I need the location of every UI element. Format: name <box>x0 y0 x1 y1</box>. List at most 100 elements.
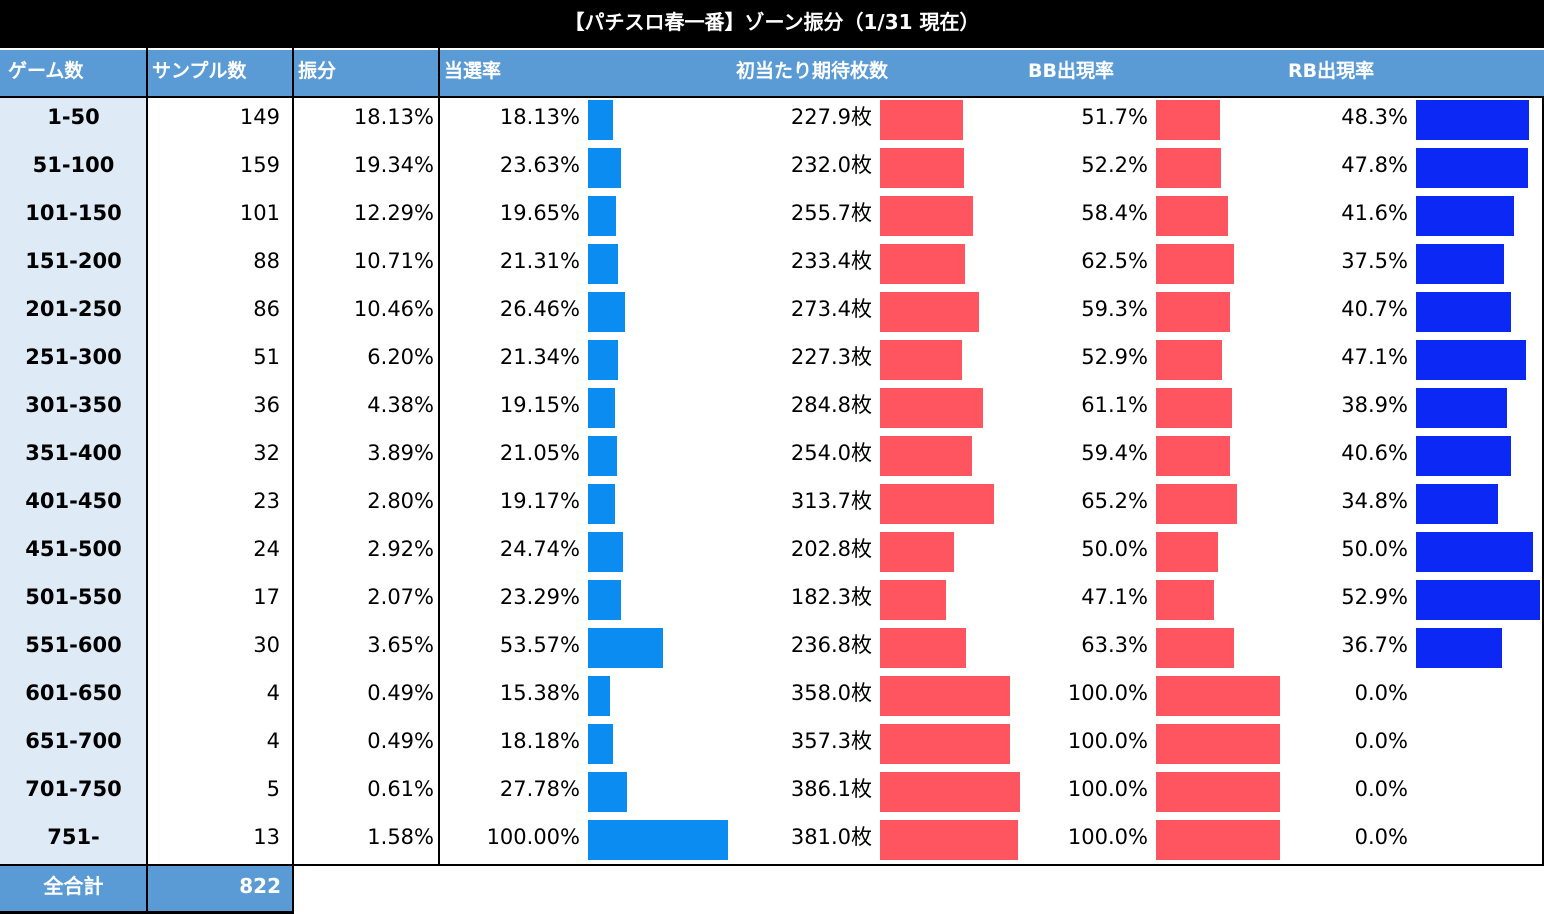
dist-cell: 0.61% <box>367 777 434 801</box>
hit-rate-cell: 21.31% <box>499 249 580 273</box>
bb-rate-cell: 100.0% <box>1067 729 1148 753</box>
first-hit-coins-bar <box>880 196 973 236</box>
bb-rate-bar <box>1156 484 1237 524</box>
rb-rate-bar <box>1416 628 1503 668</box>
first-hit-coins-cell: 233.4枚 <box>790 249 872 273</box>
rb-rate-cell: 40.6% <box>1341 441 1408 465</box>
bb-rate-cell: 61.1% <box>1081 393 1148 417</box>
first-hit-coins-bar <box>880 244 965 284</box>
dist-cell: 2.92% <box>367 537 434 561</box>
hit-rate-bar <box>588 532 623 572</box>
first-hit-coins-cell: 284.8枚 <box>790 393 872 417</box>
bb-rate-bar <box>1156 772 1280 812</box>
bb-rate-cell: 65.2% <box>1081 489 1148 513</box>
header-rb: RB出現率 <box>1288 60 1375 82</box>
zone-cell: 301-350 <box>0 384 147 432</box>
rb-rate-cell: 47.8% <box>1341 153 1408 177</box>
total-label: 全合計 <box>43 874 104 898</box>
rb-rate-cell: 41.6% <box>1341 201 1408 225</box>
first-hit-coins-bar <box>880 388 984 428</box>
zone-cell: 51-100 <box>0 144 147 192</box>
rb-rate-cell: 34.8% <box>1341 489 1408 513</box>
rb-rate-cell: 37.5% <box>1341 249 1408 273</box>
dist-cell: 18.13% <box>353 105 434 129</box>
bb-rate-bar <box>1156 148 1221 188</box>
bb-rate-cell: 100.0% <box>1067 777 1148 801</box>
table-row: 451-500 24 2.92% 24.74% 202.8枚 50.0% 50.0% <box>0 528 1544 576</box>
first-hit-coins-bar <box>880 436 973 476</box>
first-hit-coins-bar <box>880 676 1010 716</box>
dist-cell: 10.46% <box>353 297 434 321</box>
hit-rate-cell: 23.29% <box>499 585 580 609</box>
samples-cell: 13 <box>253 825 280 849</box>
samples-cell: 23 <box>253 489 280 513</box>
rb-rate-cell: 52.9% <box>1341 585 1408 609</box>
rb-rate-cell: 40.7% <box>1341 297 1408 321</box>
rb-rate-cell: 48.3% <box>1341 105 1408 129</box>
rb-rate-cell: 0.0% <box>1354 729 1408 753</box>
zone-cell: 701-750 <box>0 768 147 816</box>
table-row: 301-350 36 4.38% 19.15% 284.8枚 61.1% 38.9% <box>0 384 1544 432</box>
table-title: 【パチスロ春一番】ゾーン振分（1/31 現在） <box>0 0 1544 48</box>
bb-rate-bar <box>1156 388 1232 428</box>
samples-cell: 32 <box>253 441 280 465</box>
samples-cell: 36 <box>253 393 280 417</box>
rb-rate-bar <box>1416 340 1527 380</box>
first-hit-coins-cell: 273.4枚 <box>790 297 872 321</box>
column-divider <box>292 866 294 914</box>
hit-rate-bar <box>588 292 626 332</box>
table-row: 751- 13 1.58% 100.00% 381.0枚 100.0% 0.0% <box>0 816 1544 864</box>
header-zone: ゲーム数 <box>8 60 84 82</box>
table-border <box>0 911 294 914</box>
table-row: 601-650 4 0.49% 15.38% 358.0枚 100.0% 0.0% <box>0 672 1544 720</box>
rb-rate-bar <box>1416 292 1512 332</box>
bb-rate-cell: 52.9% <box>1081 345 1148 369</box>
first-hit-coins-bar <box>880 292 980 332</box>
bb-rate-bar <box>1156 292 1230 332</box>
hit-rate-cell: 19.15% <box>499 393 580 417</box>
rb-rate-cell: 38.9% <box>1341 393 1408 417</box>
dist-cell: 3.65% <box>367 633 434 657</box>
zone-cell: 601-650 <box>0 672 147 720</box>
rb-rate-bar <box>1416 532 1534 572</box>
first-hit-coins-cell: 232.0枚 <box>790 153 872 177</box>
bb-rate-bar <box>1156 532 1218 572</box>
table-row: 1-50 149 18.13% 18.13% 227.9枚 51.7% 48.3% <box>0 96 1544 144</box>
bb-rate-bar <box>1156 196 1229 236</box>
first-hit-coins-bar <box>880 820 1019 860</box>
hit-rate-cell: 27.78% <box>499 777 580 801</box>
hit-rate-bar <box>588 388 615 428</box>
samples-cell: 159 <box>239 153 280 177</box>
column-divider <box>292 48 294 866</box>
header-samples: サンプル数 <box>152 60 247 82</box>
hit-rate-bar <box>588 148 622 188</box>
rb-rate-bar <box>1416 100 1530 140</box>
bb-rate-bar <box>1156 724 1280 764</box>
first-hit-coins-bar <box>880 484 994 524</box>
rb-rate-bar <box>1416 148 1529 188</box>
bb-rate-bar <box>1156 340 1222 380</box>
bb-rate-cell: 62.5% <box>1081 249 1148 273</box>
zone-cell: 501-550 <box>0 576 147 624</box>
bb-rate-cell: 59.3% <box>1081 297 1148 321</box>
hit-rate-cell: 23.63% <box>499 153 580 177</box>
first-hit-coins-cell: 386.1枚 <box>790 777 872 801</box>
table-row: 551-600 30 3.65% 53.57% 236.8枚 63.3% 36.7% <box>0 624 1544 672</box>
zone-cell: 351-400 <box>0 432 147 480</box>
hit-rate-cell: 18.18% <box>499 729 580 753</box>
first-hit-coins-cell: 381.0枚 <box>790 825 872 849</box>
rb-rate-cell: 0.0% <box>1354 825 1408 849</box>
zone-cell: 551-600 <box>0 624 147 672</box>
samples-cell: 4 <box>266 729 280 753</box>
first-hit-coins-bar <box>880 100 963 140</box>
dist-cell: 6.20% <box>367 345 434 369</box>
first-hit-coins-cell: 254.0枚 <box>790 441 872 465</box>
hit-rate-cell: 15.38% <box>499 681 580 705</box>
dist-cell: 4.38% <box>367 393 434 417</box>
bb-rate-cell: 50.0% <box>1081 537 1148 561</box>
hit-rate-bar <box>588 100 614 140</box>
samples-cell: 86 <box>253 297 280 321</box>
samples-cell: 101 <box>239 201 280 225</box>
hit-rate-cell: 100.00% <box>486 825 580 849</box>
dist-cell: 3.89% <box>367 441 434 465</box>
